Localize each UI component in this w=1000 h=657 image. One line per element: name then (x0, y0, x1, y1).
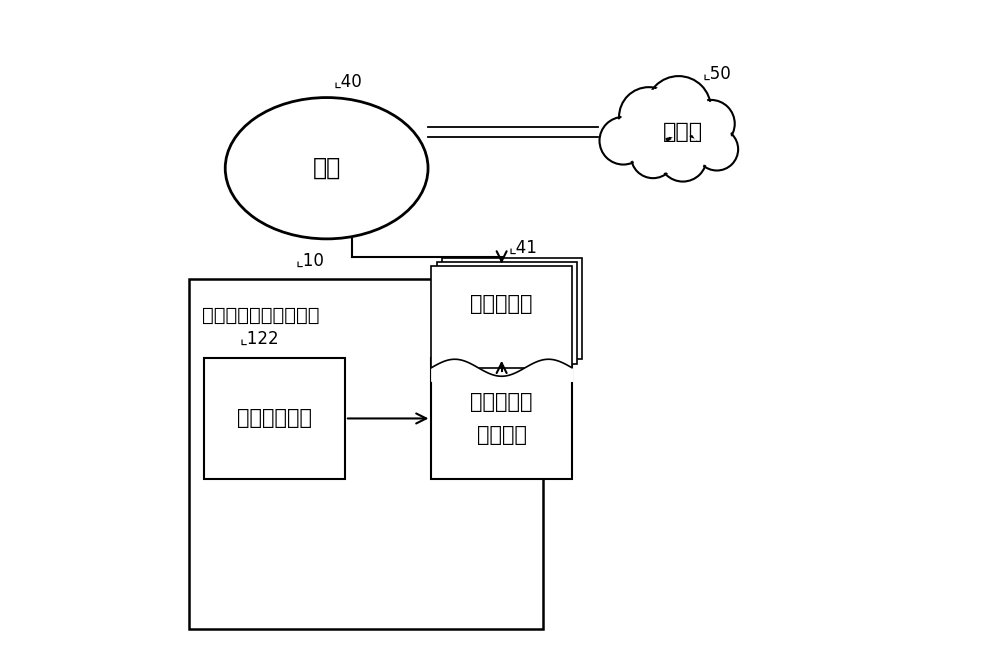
Circle shape (649, 79, 708, 138)
Bar (442, 258, 582, 359)
Text: 恶意通信模式提取装置: 恶意通信模式提取装置 (202, 306, 320, 325)
Circle shape (689, 102, 733, 146)
Text: 网络: 网络 (313, 156, 341, 180)
Text: 互联网: 互联网 (663, 122, 703, 142)
Text: ⌞10: ⌞10 (295, 252, 324, 269)
Text: 恶意通信模式: 恶意通信模式 (237, 409, 312, 428)
Text: 通信量日志: 通信量日志 (470, 294, 533, 314)
Bar (204, 358, 345, 479)
Bar (431, 358, 572, 479)
Ellipse shape (225, 97, 428, 239)
Text: 异常通信量
检测装置: 异常通信量 检测装置 (470, 392, 533, 445)
Circle shape (661, 136, 705, 179)
Circle shape (601, 119, 645, 163)
Circle shape (696, 128, 738, 171)
Circle shape (697, 129, 736, 169)
Circle shape (621, 89, 676, 145)
Text: ⌞50: ⌞50 (703, 65, 732, 83)
Bar (437, 262, 577, 364)
Circle shape (687, 100, 735, 148)
Bar (431, 266, 572, 368)
Circle shape (633, 136, 673, 176)
Bar (189, 279, 543, 629)
Circle shape (600, 117, 647, 164)
Circle shape (619, 87, 679, 147)
Text: ⌞41: ⌞41 (508, 238, 537, 256)
Text: ⌞40: ⌞40 (333, 73, 362, 91)
Text: ⌞60: ⌞60 (459, 330, 488, 348)
Circle shape (631, 134, 675, 178)
Circle shape (646, 76, 711, 141)
Text: ⌞122: ⌞122 (239, 330, 279, 348)
Circle shape (659, 134, 707, 181)
